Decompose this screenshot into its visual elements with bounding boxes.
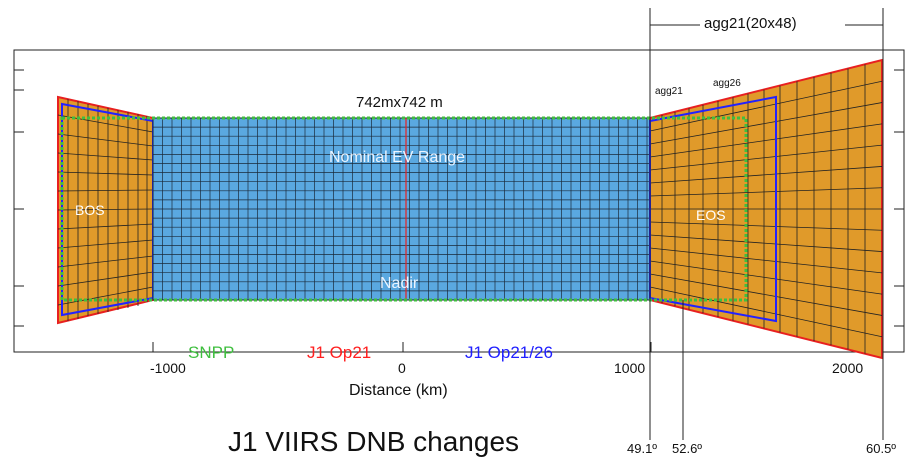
x-tick-neg1000: -1000 xyxy=(150,360,186,376)
eos-grid xyxy=(649,64,883,354)
eos-label: EOS xyxy=(696,207,726,223)
grid-line xyxy=(649,166,883,184)
angle-60: 60.5º xyxy=(866,441,897,456)
x-axis-label: Distance (km) xyxy=(349,382,448,399)
grid-line xyxy=(649,80,883,132)
nominal-range-label: Nominal EV Range xyxy=(329,149,466,166)
bos-label: BOS xyxy=(75,202,105,218)
legend-j1-op21-26: J1 Op21/26 xyxy=(465,343,553,362)
x-tick-0: 0 xyxy=(398,360,406,376)
angle-52: 52.6º xyxy=(672,441,703,456)
x-tick-1000: 1000 xyxy=(614,360,646,376)
grid-line xyxy=(649,234,883,252)
grid-line xyxy=(649,102,883,145)
nadir-label: Nadir xyxy=(380,275,419,292)
snpp-outline xyxy=(60,116,748,302)
aggregation-top-label: agg21(20x48) xyxy=(704,15,797,32)
grid-line xyxy=(649,187,883,197)
legend-snpp: SNPP xyxy=(188,343,235,362)
pixel-size-label: 742mx742 m xyxy=(356,94,443,111)
bos-grid xyxy=(57,99,154,321)
frame-ticks xyxy=(14,69,904,352)
grid-line xyxy=(649,260,883,295)
guide-lines xyxy=(649,8,884,440)
x-tick-2000: 2000 xyxy=(832,360,864,376)
angle-49: 49.1º xyxy=(627,441,658,456)
grid-line xyxy=(649,144,883,171)
agg26-label: agg26 xyxy=(713,78,741,89)
nominal-grid xyxy=(152,117,650,301)
legend-j1-op21: J1 Op21 xyxy=(307,343,372,362)
agg21-label: agg21 xyxy=(655,86,683,97)
grid-line xyxy=(649,247,883,274)
slide-title: J1 VIIRS DNB changes xyxy=(228,426,520,457)
grid-line xyxy=(649,123,883,158)
grid-line xyxy=(649,286,883,338)
grid-line xyxy=(649,273,883,316)
grid-line xyxy=(649,221,883,231)
